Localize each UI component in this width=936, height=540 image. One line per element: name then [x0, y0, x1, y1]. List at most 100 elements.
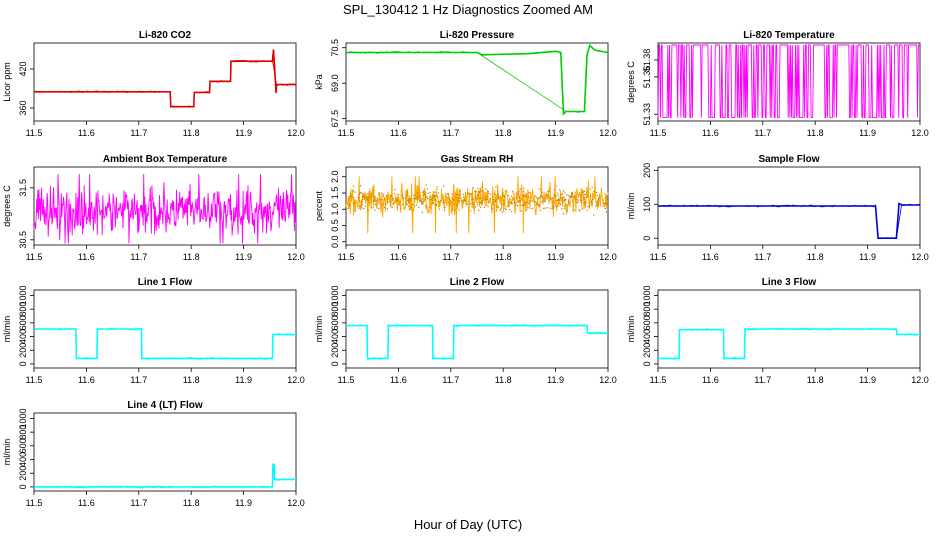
data-point: [522, 194, 524, 196]
x-tick-label: 11.5: [26, 498, 43, 508]
data-point: [362, 197, 364, 199]
data-point: [479, 197, 481, 200]
plot-area: [345, 176, 609, 234]
data-point: [603, 202, 605, 204]
data-point: [347, 207, 349, 210]
data-point: [422, 201, 424, 203]
data-point: [396, 207, 399, 209]
data-point: [561, 198, 563, 200]
data-point: [490, 193, 492, 195]
x-tick-label: 11.7: [130, 375, 147, 385]
data-point: [507, 194, 509, 197]
data-point: [424, 195, 426, 197]
y-tick-label: 600: [18, 315, 28, 330]
data-point: [432, 194, 434, 196]
data-point: [522, 204, 524, 206]
page-title: SPL_130412 1 Hz Diagnostics Zoomed AM: [342, 2, 594, 17]
data-point: [391, 199, 393, 201]
x-tick-label: 11.9: [859, 252, 876, 262]
panel-title: Line 3 Flow: [762, 277, 817, 288]
data-point: [565, 199, 567, 201]
data-point: [525, 193, 527, 196]
y-tick-label: 51.33: [642, 103, 652, 126]
series-line-0: [658, 328, 920, 360]
data-point: [472, 198, 474, 200]
data-point: [479, 188, 481, 190]
x-tick-label: 12.0: [599, 375, 617, 385]
x-tick-label: 11.6: [78, 498, 95, 508]
data-point: [569, 195, 571, 197]
plot-area: [33, 463, 297, 489]
x-tick-label: 11.5: [26, 375, 43, 385]
x-tick-label: 11.9: [859, 375, 876, 385]
data-point: [375, 199, 378, 202]
data-point: [597, 198, 600, 200]
data-point: [538, 188, 540, 190]
y-axis-label: ml/min: [626, 193, 636, 220]
data-point: [587, 206, 589, 208]
data-point: [436, 186, 438, 188]
data-point: [555, 199, 557, 202]
x-tick-label: 11.6: [702, 375, 719, 385]
y-tick-label: 420: [18, 61, 28, 76]
data-point: [445, 196, 447, 198]
data-point: [555, 195, 557, 198]
x-tick-label: 11.8: [183, 128, 200, 138]
panel-3: Ambient Box Temperature degrees C 30.5 31.5…: [2, 154, 305, 262]
data-point: [464, 200, 466, 202]
data-point: [431, 196, 433, 198]
series-noise-0: [657, 203, 921, 240]
x-tick-label: 11.5: [26, 128, 43, 138]
data-point: [372, 200, 374, 202]
data-point: [578, 209, 580, 211]
data-point: [354, 191, 356, 193]
data-point: [431, 199, 434, 202]
data-point: [489, 197, 492, 200]
data-point: [362, 198, 364, 201]
data-point: [367, 197, 370, 199]
plot-area: [33, 327, 297, 360]
plot-area: [33, 49, 297, 108]
x-tick-label: 11.7: [442, 252, 459, 262]
y-tick-label: 360: [18, 100, 28, 115]
data-point: [453, 199, 455, 201]
data-point: [485, 188, 487, 190]
data-point: [484, 198, 487, 200]
data-point: [433, 194, 436, 197]
data-point: [462, 206, 464, 208]
data-point: [436, 196, 439, 198]
data-point: [512, 190, 514, 192]
data-point: [502, 194, 504, 197]
y-tick-label: 200: [18, 466, 28, 481]
data-point: [374, 203, 377, 206]
data-point: [542, 197, 544, 199]
data-point: [457, 200, 459, 202]
data-point: [362, 207, 365, 210]
data-point: [443, 185, 445, 187]
data-point: [561, 208, 563, 210]
data-point: [491, 207, 493, 209]
data-point: [386, 207, 388, 210]
data-point: [591, 186, 593, 188]
data-point: [518, 191, 520, 193]
data-point: [547, 194, 549, 196]
data-point: [384, 206, 386, 209]
data-point: [387, 198, 389, 200]
data-point: [520, 210, 523, 212]
y-tick-label: 200: [642, 163, 652, 178]
data-point: [367, 193, 369, 195]
data-point: [462, 196, 465, 198]
x-tick-label: 11.8: [495, 375, 512, 385]
data-point: [488, 201, 491, 203]
x-tick-label: 12.0: [911, 375, 929, 385]
series-line-0: [346, 43, 609, 116]
x-tick-label: 11.6: [702, 128, 719, 138]
data-point: [385, 203, 387, 205]
x-tick-label: 11.6: [78, 252, 95, 262]
data-point: [421, 201, 423, 203]
series-line-0: [658, 202, 920, 239]
data-point: [579, 194, 581, 196]
data-point: [458, 193, 460, 196]
data-point: [359, 185, 362, 187]
y-tick-label: 0: [642, 361, 652, 366]
